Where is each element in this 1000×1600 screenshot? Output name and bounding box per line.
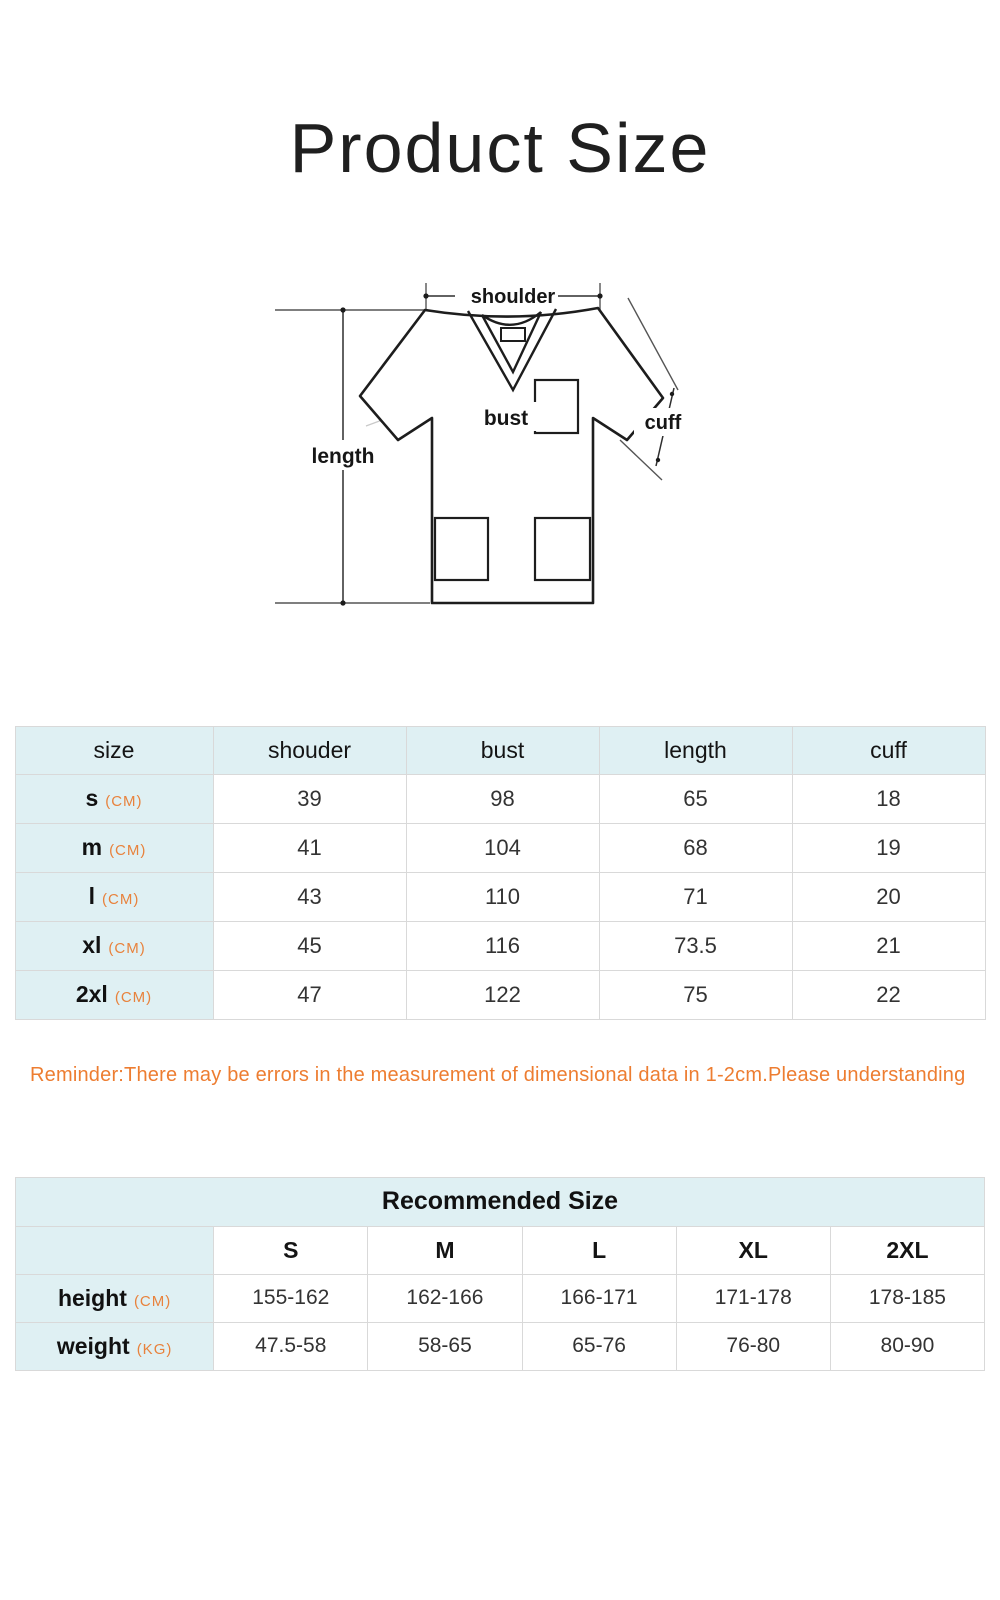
- table-row-m: m (CM) 41 104 68 19: [14, 822, 986, 873]
- column-header-size: size: [14, 725, 214, 775]
- cell: 21: [791, 920, 986, 971]
- unit-label: (CM): [108, 940, 146, 957]
- table-row-l: l (CM) 43 110 71 20: [14, 871, 986, 922]
- table-row-xl: xl (CM) 45 116 73.5 21: [14, 920, 986, 971]
- weight-label: weight: [56, 1332, 130, 1359]
- weight-row: weight (KG) 47.5-58 58-65 65-76 76-80 80-…: [14, 1321, 986, 1371]
- cell: 20: [791, 871, 986, 922]
- unit-label: (CM): [109, 842, 147, 859]
- height-label: height: [57, 1284, 127, 1311]
- cell: 47.5-58: [213, 1321, 369, 1371]
- unit-label: (CM): [133, 1292, 172, 1310]
- recommended-size-title: Recommended Size: [15, 1176, 985, 1227]
- cell: 41: [212, 822, 407, 873]
- size-cell: m (CM): [14, 822, 214, 873]
- cell: 22: [791, 969, 986, 1020]
- cell: 58-65: [367, 1321, 523, 1371]
- size-cell: l (CM): [14, 871, 214, 922]
- size-cell: xl (CM): [14, 920, 214, 971]
- size-table-header-row: size shouder bust length cuff: [14, 725, 986, 775]
- cell: 166-171: [521, 1273, 677, 1323]
- scrub-top-illustration: shoulder length bust cuff: [275, 282, 692, 606]
- shoulder-dimension-label: shoulder: [471, 286, 556, 308]
- cell: 122: [405, 969, 600, 1020]
- column-header-l: L: [521, 1225, 677, 1275]
- v-neck-collar: [466, 307, 558, 392]
- cell: 171-178: [675, 1273, 831, 1323]
- recommended-title-row: Recommended Size: [15, 1176, 985, 1227]
- column-header-length: length: [598, 725, 793, 775]
- cell: 18: [791, 773, 986, 824]
- length-dimension-label: length: [312, 445, 375, 468]
- cell: 43: [212, 871, 407, 922]
- column-header-m: M: [367, 1225, 523, 1275]
- bust-dimension-label: bust: [484, 407, 528, 430]
- cell: 75: [598, 969, 793, 1020]
- cell: 116: [405, 920, 600, 971]
- unit-label: (CM): [102, 891, 140, 908]
- unit-label: (CM): [114, 989, 153, 1006]
- dimension-dots: [340, 292, 675, 606]
- cell: 65: [598, 773, 793, 824]
- cell: 73.5: [598, 920, 793, 971]
- row-label-cell: height (CM): [14, 1273, 215, 1323]
- column-header-cuff: cuff: [791, 725, 986, 775]
- recommended-header-row: S M L XL 2XL: [14, 1225, 986, 1275]
- cell: 45: [212, 920, 407, 971]
- size-cell: 2xl (CM): [14, 969, 214, 1020]
- size-label: m: [81, 834, 103, 860]
- unit-label: (KG): [136, 1340, 173, 1358]
- cuff-dimension-label: cuff: [645, 412, 682, 434]
- measurement-reminder-text: Reminder:There may be errors in the meas…: [30, 1063, 966, 1086]
- column-header-bust: bust: [405, 725, 600, 775]
- cell: 71: [598, 871, 793, 922]
- size-label: l: [88, 883, 96, 909]
- column-header-shouder: shouder: [212, 725, 407, 775]
- corner-cell: [14, 1225, 215, 1275]
- dimension-extension-lines: [275, 282, 679, 604]
- size-cell: s (CM): [14, 773, 214, 824]
- cell: 76-80: [675, 1321, 831, 1371]
- label-backings: [308, 401, 692, 470]
- page-title: Product Size: [289, 109, 711, 187]
- cell: 47: [212, 969, 407, 1020]
- cell: 98: [405, 773, 600, 824]
- cell: 162-166: [367, 1273, 523, 1323]
- cell: 39: [212, 773, 407, 824]
- cell: 68: [598, 822, 793, 873]
- table-row-2xl: 2xl (CM) 47 122 75 22: [14, 969, 986, 1020]
- cell: 80-90: [829, 1321, 986, 1371]
- cell: 104: [405, 822, 600, 873]
- size-label: xl: [82, 932, 102, 958]
- column-header-2xl: 2XL: [829, 1225, 986, 1275]
- table-row-s: s (CM) 39 98 65 18: [14, 773, 986, 824]
- unit-label: (CM): [105, 793, 143, 810]
- shirt-outline: [358, 306, 665, 604]
- shirt-measurement-diagram: shoulder length bust cuff: [270, 258, 730, 638]
- recommended-size-table: Recommended Size S M L XL 2XL height (CM)…: [14, 1176, 986, 1371]
- cell: 155-162: [213, 1273, 369, 1323]
- cell: 19: [791, 822, 986, 873]
- cell: 178-185: [829, 1273, 986, 1323]
- cell: 110: [405, 871, 600, 922]
- cell: 65-76: [521, 1321, 677, 1371]
- column-header-xl: XL: [675, 1225, 831, 1275]
- row-label-cell: weight (KG): [14, 1321, 215, 1371]
- column-header-s: S: [213, 1225, 369, 1275]
- size-label: s: [85, 785, 99, 811]
- size-label: 2xl: [75, 981, 108, 1007]
- size-table: size shouder bust length cuff s (CM) 39 9…: [14, 725, 986, 1020]
- height-row: height (CM) 155-162 162-166 166-171 171-1…: [14, 1273, 986, 1323]
